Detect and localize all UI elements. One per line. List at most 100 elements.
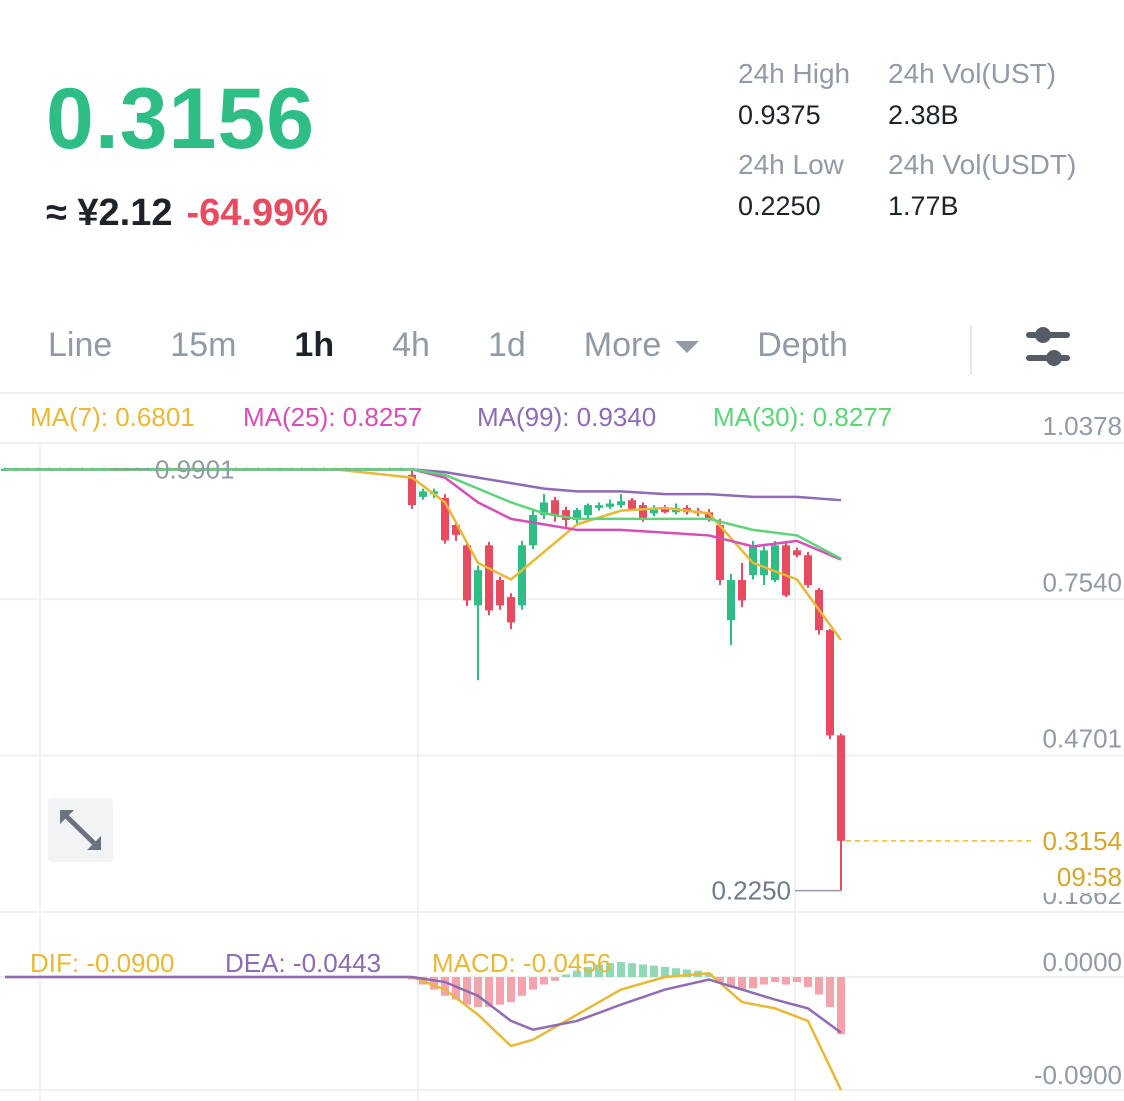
macd-bar [639, 964, 647, 978]
interval-tab[interactable]: Depth [757, 326, 848, 364]
candle-body [452, 524, 460, 535]
candle-body [804, 555, 812, 585]
macd-bar [738, 977, 746, 990]
candle-body [837, 735, 845, 841]
candle-body [595, 505, 603, 508]
last-price-label: 0.3154 [1042, 826, 1122, 856]
legend-entry: MA(99): 0.9340 [477, 402, 656, 432]
legend-entry: MA(30): 0.8277 [713, 402, 892, 432]
candle-body [518, 545, 526, 606]
price-sub: ≈ ¥2.12 -64.99% [46, 192, 328, 235]
macd-line [5, 975, 842, 1034]
ma-line [5, 468, 842, 561]
macd-bar [573, 970, 581, 978]
y-tick-label: 0.7540 [1042, 567, 1122, 597]
macd-bar [474, 977, 482, 1008]
candle-body [617, 501, 625, 506]
candle-body [507, 597, 515, 623]
y-tick-label: 1.0378 [1042, 411, 1122, 441]
candle-body [628, 500, 636, 511]
candle-body [584, 505, 592, 516]
fiat-price: ≈ ¥2.12 [46, 192, 173, 234]
high-marker: 0.9901 [155, 454, 235, 484]
y-tick-label: 0.0000 [1042, 947, 1122, 977]
interval-tab[interactable]: 1h [294, 326, 335, 364]
macd-bar [606, 963, 614, 978]
stat-value: 0.2250 [738, 191, 821, 221]
macd-bar [562, 974, 570, 978]
stat-value: 1.77B [888, 191, 959, 221]
macd-bar [441, 977, 449, 996]
candle-body [408, 474, 416, 506]
expand-button[interactable] [48, 798, 113, 862]
macd-bar [683, 969, 691, 978]
stat: 24h High 0.9375 [738, 58, 888, 131]
candle-body [793, 550, 801, 556]
macd-bar [782, 977, 790, 985]
macd-bar [485, 977, 493, 1008]
candle-body [573, 510, 581, 521]
interval-tab[interactable]: More [584, 326, 699, 365]
macd-bar [529, 977, 537, 990]
settings-icon[interactable] [1026, 327, 1070, 366]
macd-bar [661, 966, 669, 978]
candle-body [760, 550, 768, 576]
macd-bar [716, 977, 724, 983]
macd-bar [760, 977, 768, 985]
candle-body [639, 505, 647, 521]
macd-bar [727, 977, 735, 988]
macd-bar [584, 966, 592, 978]
candle-body [540, 502, 548, 516]
candle-body [463, 545, 471, 601]
legend-entry: MA(7): 0.6801 [30, 402, 195, 432]
stat-label: 24h High [738, 58, 851, 89]
candle-body [562, 510, 570, 521]
interval-tab[interactable]: Line [48, 326, 113, 364]
stat-value: 2.38B [888, 100, 959, 130]
macd-bar [518, 977, 526, 996]
macd-bar [496, 977, 504, 1005]
candle-body [782, 545, 790, 596]
interval-tab[interactable]: 4h [392, 326, 430, 364]
legend-entry: MACD: -0.0456 [432, 948, 611, 978]
macd-bar [595, 964, 603, 978]
stat: 24h Vol(USDT) 1.77B [888, 149, 1124, 222]
macd-bar [804, 977, 812, 988]
legend-entry: DIF: -0.0900 [30, 948, 175, 978]
low-marker: 0.2250 [711, 876, 791, 906]
macd-bar [793, 977, 801, 983]
stat: 24h Vol(UST) 2.38B [888, 58, 1124, 131]
candle-body [496, 580, 504, 606]
y-tick-label: 0.4701 [1042, 724, 1122, 754]
candle-body [771, 545, 779, 581]
legend-entry: DEA: -0.0443 [225, 948, 381, 978]
macd-bar [617, 961, 625, 978]
candle-body [419, 491, 427, 497]
interval-tabs: Line 15m 1h 4h 1d More Depth [48, 326, 906, 365]
macd-bar [815, 977, 823, 995]
candle-body [749, 545, 757, 576]
candle-body [738, 580, 746, 601]
interval-tab[interactable]: 1d [487, 326, 526, 364]
macd-bar [452, 977, 460, 1000]
last-price-box [1032, 822, 1124, 893]
macd-bar [749, 977, 757, 989]
candle-body [606, 503, 614, 507]
macd-bar [826, 977, 834, 1008]
macd-bar [507, 977, 515, 1003]
price-change: -64.99% [186, 192, 329, 234]
stats: 24h High 0.9375 24h Vol(UST) 2.38B 24h Low 0.… [738, 58, 1124, 232]
stat-label: 24h Low [738, 149, 844, 180]
stat-label: 24h Vol(UST) [888, 58, 1057, 89]
candle-body [716, 524, 724, 581]
candle-body [474, 570, 482, 606]
macd-bar [705, 973, 713, 978]
candle-body [650, 508, 658, 514]
candle-body [529, 515, 537, 546]
candle-body [441, 497, 449, 541]
interval-tab[interactable]: 15m [170, 326, 237, 364]
candle-body [826, 630, 834, 736]
candle-body [551, 500, 559, 516]
